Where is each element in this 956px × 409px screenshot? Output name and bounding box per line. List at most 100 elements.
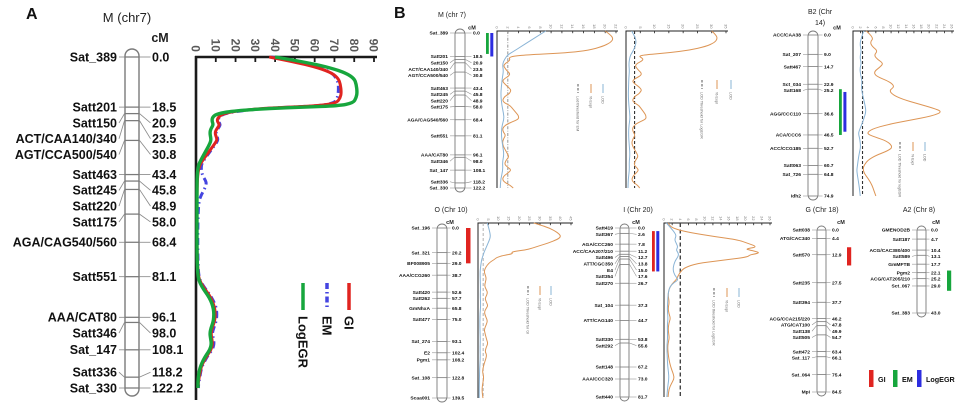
qtl-bar-qtl_red bbox=[847, 247, 852, 266]
marker-position: 102.4 bbox=[452, 351, 465, 357]
marker-leader-line bbox=[629, 258, 637, 271]
cm-axis-label: cM bbox=[632, 220, 640, 226]
axis-tick-label: 4 bbox=[866, 26, 871, 29]
marker-leader-line bbox=[811, 321, 817, 326]
axis-tick-label: 12 bbox=[896, 24, 901, 28]
marker-name: ACG/CCA215/220 bbox=[769, 316, 810, 322]
marker-name: ATT/CAG140 bbox=[583, 318, 613, 324]
marker-position: 122.2 bbox=[152, 381, 183, 395]
map-title: A2 (Chr 8) bbox=[903, 207, 935, 214]
marker-position: 43.0 bbox=[931, 311, 941, 317]
chromosome-bar bbox=[916, 225, 927, 318]
axis-tick-label: 20 bbox=[517, 216, 522, 221]
marker-position: 81.7 bbox=[638, 395, 648, 401]
series-expl bbox=[502, 30, 614, 189]
legend-swatch-gi bbox=[869, 370, 874, 387]
marker-position: 22.9 bbox=[824, 82, 834, 88]
marker-name: Satt262 bbox=[413, 296, 431, 302]
marker-position: 63.4 bbox=[832, 349, 842, 355]
axis-tick-label: 22 bbox=[614, 24, 619, 28]
marker-position: 74.9 bbox=[824, 194, 834, 200]
marker-position: 118.2 bbox=[152, 366, 183, 380]
map-B_A2: A2 (Chr 8) cM GMENOD2B 0.0 Satt187 4.7 ACG/CAC… bbox=[869, 207, 952, 318]
series-lod bbox=[856, 30, 867, 197]
axis-tick-label: 24 bbox=[942, 24, 947, 29]
marker-leader-line bbox=[139, 180, 151, 191]
series-lod bbox=[666, 222, 679, 398]
marker-name: Satt336 bbox=[431, 179, 449, 185]
marker-position: 52.7 bbox=[824, 146, 834, 152]
marker-leader-line bbox=[449, 181, 455, 184]
map-B_B2: B2 (Chr 14) cM ACC/CAA38 0.0 Sat_207 9.0 Satt46… bbox=[770, 9, 847, 201]
marker-leader-line bbox=[826, 334, 831, 338]
marker-position: 64.8 bbox=[824, 172, 834, 178]
marker-position: 37.3 bbox=[638, 303, 648, 309]
marker-position: 9.0 bbox=[824, 52, 831, 58]
marker-position: 11.2 bbox=[638, 249, 648, 255]
axis-tick-label: 5 bbox=[486, 218, 491, 220]
legend-label: LOD bbox=[601, 96, 605, 104]
plot-B_M_plot1: 0 2 4 6 8 10 12 14 16 18 20 22 Lod threshold for EM%… bbox=[495, 24, 619, 189]
legend-label: Lod threshold for EM bbox=[576, 96, 580, 131]
qtl-bar-qtl_green bbox=[947, 270, 952, 291]
marker-leader-line bbox=[826, 356, 831, 359]
marker-leader-line bbox=[629, 264, 637, 277]
marker-position: 93.1 bbox=[452, 339, 462, 345]
legend-label: LOD bbox=[729, 92, 733, 100]
marker-leader-line bbox=[926, 255, 930, 257]
axis-tick-label: 20 bbox=[228, 39, 242, 53]
axis-tick-label: 4 bbox=[678, 218, 683, 221]
marker-name: Satt367 bbox=[596, 232, 614, 238]
marker-name: E2 bbox=[424, 351, 430, 357]
marker-name: Sat_321 bbox=[412, 250, 431, 256]
marker-leader-line bbox=[118, 189, 125, 207]
marker-name: Satt150 bbox=[73, 116, 118, 130]
series-expl bbox=[481, 222, 561, 399]
cm-axis-label: cM bbox=[932, 220, 940, 226]
marker-position: 48.9 bbox=[152, 200, 176, 214]
marker-name: Sat_196 bbox=[412, 226, 431, 232]
axis-tick-label: 10 bbox=[652, 24, 657, 29]
marker-name: ACC/CCG185 bbox=[770, 146, 801, 152]
legend-swatch-em bbox=[893, 370, 898, 387]
marker-name: Satt235 bbox=[793, 280, 811, 286]
marker-name: Satt168 bbox=[784, 88, 802, 94]
series-lod bbox=[499, 30, 546, 189]
marker-leader-line bbox=[614, 233, 620, 235]
marker-name: AGG/CCC110 bbox=[770, 111, 801, 117]
panel-a-label: A bbox=[26, 6, 38, 23]
marker-leader-line bbox=[449, 71, 455, 76]
marker-name: Satt420 bbox=[413, 290, 431, 296]
axis-tick-label: 25 bbox=[695, 24, 700, 28]
marker-name: Satt477 bbox=[413, 317, 431, 323]
axis-tick-label: 0 bbox=[495, 26, 500, 29]
series-lod bbox=[627, 30, 637, 189]
marker-position: 66.1 bbox=[832, 356, 842, 362]
marker-name: AAA/CCG260 bbox=[399, 273, 430, 279]
panel-b-label: B bbox=[394, 5, 406, 22]
axis-tick-label: 18 bbox=[592, 24, 597, 28]
marker-name: Satt201 bbox=[73, 100, 118, 114]
marker-position: 12.9 bbox=[832, 252, 842, 258]
axis-tick-label: 20 bbox=[743, 216, 748, 221]
marker-position: 10.4 bbox=[931, 248, 941, 254]
marker-position: 58.0 bbox=[152, 215, 176, 229]
axis-tick-label: 0 bbox=[189, 45, 203, 52]
axis-tick-label: 10 bbox=[889, 24, 894, 29]
axis-tick-label: 18 bbox=[919, 24, 924, 28]
marker-leader-line bbox=[614, 254, 620, 258]
legend-swatch-logegr bbox=[917, 370, 922, 387]
marker-name: Sat_389 bbox=[70, 50, 117, 64]
axis-tick-label: 2 bbox=[505, 26, 510, 28]
axis-tick-label: 15 bbox=[507, 216, 512, 220]
axis-tick-label: 26 bbox=[768, 216, 773, 220]
marker-position: 65.8 bbox=[452, 306, 462, 312]
axis-tick-label: 16 bbox=[581, 24, 586, 28]
marker-leader-line bbox=[465, 62, 472, 70]
map-B_O: O (Chr 10) cM Sat_196 0.0 Sat_321 20.2 BF00890… bbox=[399, 207, 471, 403]
chromosome-bar bbox=[124, 48, 140, 397]
chromosome-bar bbox=[454, 28, 466, 193]
marker-position: 17.6 bbox=[638, 274, 648, 280]
